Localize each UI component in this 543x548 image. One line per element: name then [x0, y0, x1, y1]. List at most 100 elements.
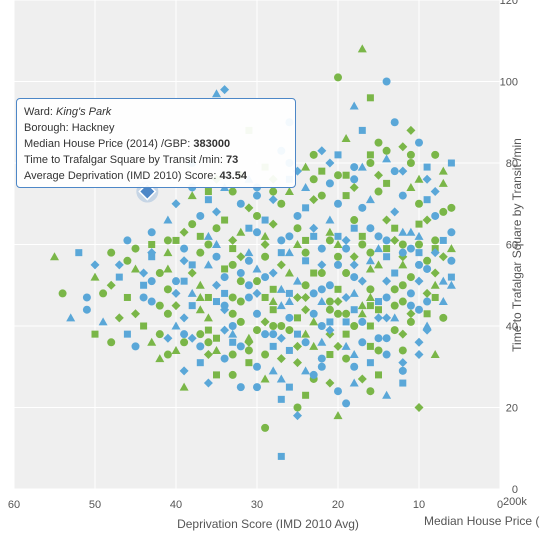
data-point[interactable] [147, 337, 157, 346]
data-point[interactable] [284, 297, 294, 306]
data-point[interactable] [333, 240, 343, 248]
data-point[interactable] [382, 215, 392, 225]
data-point[interactable] [334, 171, 342, 180]
data-point[interactable] [269, 322, 278, 330]
data-point[interactable] [213, 371, 220, 379]
data-point[interactable] [293, 411, 302, 421]
data-point[interactable] [374, 170, 383, 180]
data-point[interactable] [366, 151, 374, 159]
data-point[interactable] [390, 285, 399, 294]
data-point[interactable] [261, 216, 269, 224]
data-point[interactable] [293, 341, 302, 351]
data-point[interactable] [447, 228, 456, 237]
data-point[interactable] [188, 220, 197, 229]
data-point[interactable] [383, 179, 391, 187]
data-point[interactable] [374, 244, 383, 253]
data-point[interactable] [221, 216, 229, 224]
data-point[interactable] [334, 73, 342, 82]
data-point[interactable] [334, 252, 342, 261]
data-point[interactable] [245, 359, 253, 367]
data-point[interactable] [171, 199, 181, 209]
data-point[interactable] [98, 317, 108, 326]
data-point[interactable] [252, 288, 262, 298]
data-point[interactable] [204, 188, 212, 196]
data-point[interactable] [374, 187, 383, 196]
data-point[interactable] [163, 248, 173, 257]
data-point[interactable] [383, 253, 391, 261]
data-point[interactable] [325, 227, 335, 236]
data-point[interactable] [277, 249, 285, 257]
data-point[interactable] [82, 293, 91, 302]
data-point[interactable] [155, 354, 165, 363]
data-point[interactable] [261, 350, 270, 359]
data-point[interactable] [358, 317, 367, 326]
data-point[interactable] [58, 289, 67, 298]
data-point[interactable] [415, 305, 423, 314]
data-point[interactable] [50, 252, 59, 261]
data-point[interactable] [365, 256, 375, 265]
data-point[interactable] [253, 228, 261, 237]
data-point[interactable] [358, 240, 367, 249]
data-point[interactable] [285, 313, 294, 322]
data-point[interactable] [301, 182, 311, 191]
data-point[interactable] [123, 236, 132, 245]
data-point[interactable] [431, 150, 440, 159]
data-point[interactable] [398, 329, 408, 339]
data-point[interactable] [349, 350, 359, 359]
data-point[interactable] [414, 276, 424, 286]
data-point[interactable] [228, 322, 237, 330]
data-point[interactable] [430, 268, 440, 278]
data-point[interactable] [374, 313, 383, 323]
data-point[interactable] [276, 354, 286, 364]
data-point[interactable] [188, 302, 196, 310]
data-point[interactable] [196, 211, 205, 220]
data-point[interactable] [212, 207, 221, 217]
data-point[interactable] [398, 142, 408, 152]
data-point[interactable] [179, 256, 189, 266]
data-point[interactable] [269, 330, 278, 339]
data-point[interactable] [423, 163, 431, 171]
data-point[interactable] [406, 244, 415, 253]
data-point[interactable] [212, 280, 221, 290]
data-point[interactable] [390, 301, 399, 310]
data-point[interactable] [422, 215, 432, 225]
data-point[interactable] [284, 248, 294, 257]
data-point[interactable] [325, 281, 334, 290]
data-point[interactable] [212, 345, 221, 354]
data-point[interactable] [301, 366, 311, 375]
data-point[interactable] [374, 346, 383, 355]
data-point[interactable] [341, 134, 351, 143]
data-point[interactable] [277, 395, 285, 403]
data-point[interactable] [261, 273, 270, 282]
data-point[interactable] [302, 236, 310, 244]
data-point[interactable] [147, 297, 156, 306]
data-point[interactable] [131, 244, 140, 253]
data-point[interactable] [414, 350, 424, 360]
data-point[interactable] [446, 280, 456, 289]
data-point[interactable] [195, 292, 205, 301]
data-point[interactable] [163, 236, 172, 245]
data-point[interactable] [171, 288, 181, 298]
data-point[interactable] [187, 191, 197, 200]
data-point[interactable] [260, 231, 270, 240]
data-point[interactable] [431, 211, 440, 220]
data-point[interactable] [236, 199, 245, 208]
data-point[interactable] [350, 362, 359, 371]
data-point[interactable] [342, 318, 350, 326]
data-point[interactable] [406, 227, 416, 236]
data-point[interactable] [213, 334, 220, 342]
data-point[interactable] [358, 232, 366, 240]
data-point[interactable] [447, 256, 456, 265]
data-point[interactable] [269, 306, 277, 314]
data-point[interactable] [220, 85, 230, 95]
data-point[interactable] [365, 195, 375, 204]
data-point[interactable] [114, 260, 124, 270]
data-point[interactable] [285, 326, 294, 335]
data-point[interactable] [366, 322, 374, 330]
data-point[interactable] [415, 240, 423, 249]
data-point[interactable] [302, 204, 310, 212]
data-point[interactable] [406, 273, 415, 282]
data-point[interactable] [203, 378, 213, 388]
data-point[interactable] [366, 342, 374, 350]
data-point[interactable] [220, 354, 229, 363]
